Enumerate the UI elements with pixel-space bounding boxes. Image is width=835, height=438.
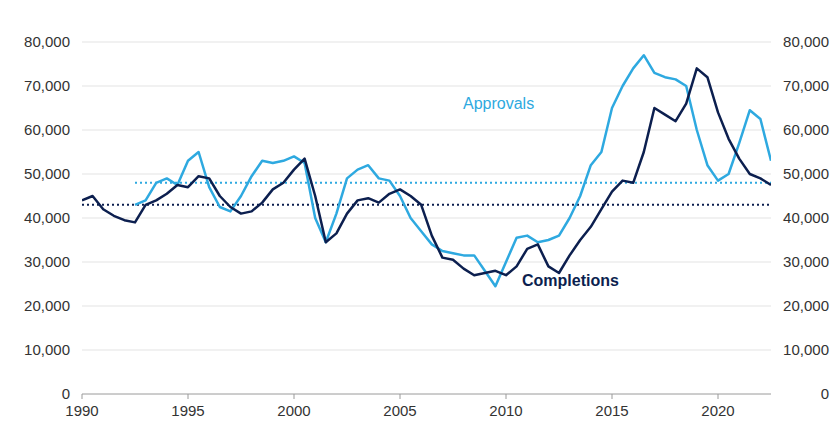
grid-line [82,130,771,131]
y2-tick-label: 40,000 [783,209,829,226]
x-tick-label: 1990 [65,402,98,419]
series-line [135,55,771,286]
x-tick-label: 1995 [171,402,204,419]
plot-area [82,55,771,286]
x-tick-label: 2020 [701,402,734,419]
grid-line [82,350,771,351]
x-tick-label: 2010 [489,402,522,419]
series-label: Completions [522,272,619,289]
y-tick-label: 40,000 [24,209,70,226]
y2-tick-label: 70,000 [783,77,829,94]
y-tick-label: 10,000 [24,341,70,358]
y-tick-label: 50,000 [24,165,70,182]
x-tick-label: 2015 [595,402,628,419]
y-tick-label: 70,000 [24,77,70,94]
y2-tick-label: 10,000 [783,341,829,358]
chart: 0 0 10,000 10,000 20,000 20,000 30,000 30,000 40… [0,0,835,438]
x-tick [506,394,507,399]
x-axis [82,394,771,395]
grid-line [82,262,771,263]
x-tick [612,394,613,399]
grid-line [82,86,771,87]
y-tick-label: 80,000 [24,33,70,50]
series-line [82,68,771,275]
series-label: Approvals [463,95,534,112]
x-tick-label: 2005 [383,402,416,419]
x-tick [294,394,295,399]
y2-tick-label: 50,000 [783,165,829,182]
y-tick-label: 60,000 [24,121,70,138]
x-tick-label: 2000 [277,402,310,419]
y-tick-label: 30,000 [24,253,70,270]
average-line [135,182,771,184]
x-tick [188,394,189,399]
x-tick [718,394,719,399]
y2-tick-label: 0 [821,385,829,402]
x-tick [82,394,83,399]
grid-line [82,306,771,307]
grid-line [82,174,771,175]
grid-line [82,42,771,43]
y2-tick-label: 80,000 [783,33,829,50]
y-tick-label: 20,000 [24,297,70,314]
x-tick [400,394,401,399]
average-line [82,204,771,206]
y-tick-label: 0 [62,385,70,402]
y2-tick-label: 30,000 [783,253,829,270]
y2-tick-label: 60,000 [783,121,829,138]
y2-tick-label: 20,000 [783,297,829,314]
